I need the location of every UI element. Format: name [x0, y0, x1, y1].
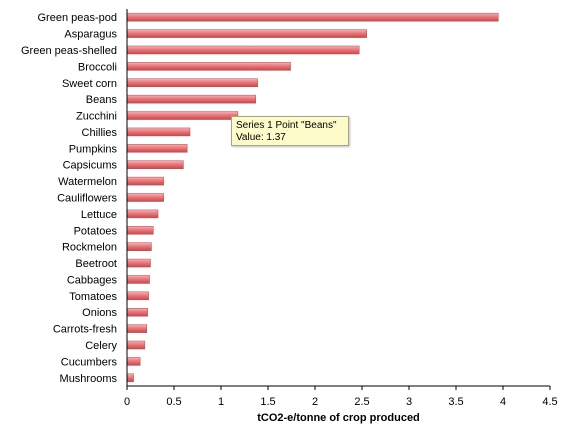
tooltip-value: Value: 1.37 — [236, 132, 286, 143]
bar-green-peas-pod — [126, 12, 499, 22]
x-tick-label: 3 — [406, 396, 412, 408]
category-label: Pumpkins — [69, 143, 118, 155]
bar-sweet-corn — [126, 78, 258, 88]
x-tick-label: 0.5 — [166, 396, 181, 408]
category-label: Sweet corn — [62, 78, 117, 90]
bar-beetroot — [126, 258, 151, 268]
bar-celery — [126, 340, 146, 350]
x-tick-labels: 0 0.5 1 1.5 2 2.5 3 3.5 4 4.5 — [124, 386, 558, 408]
bar-green-peas-shelled — [126, 45, 360, 55]
tooltip-series-point: Series 1 Point "Beans" — [236, 120, 337, 131]
category-label: Rockmelon — [62, 242, 117, 254]
bar-carrots-fresh — [126, 324, 147, 333]
category-label: Beetroot — [75, 258, 117, 270]
category-label: Asparagus — [64, 29, 117, 41]
category-label: Carrots-fresh — [53, 324, 117, 336]
bar-onions — [126, 307, 148, 317]
category-label: Cucumbers — [61, 356, 118, 368]
category-label: Beans — [86, 94, 118, 106]
bar-zucchini — [126, 111, 239, 120]
category-label: Mushrooms — [60, 373, 118, 385]
bar-cabbages — [126, 275, 150, 284]
x-tick-label: 4 — [500, 396, 506, 408]
category-label: Zucchini — [76, 111, 117, 123]
category-label: Celery — [85, 340, 117, 352]
category-label: Broccoli — [78, 61, 117, 73]
bar-potatoes — [126, 226, 154, 235]
bar-capsicums — [126, 160, 184, 169]
bar-pumpkins — [126, 144, 188, 153]
x-tick-label: 3.5 — [448, 396, 463, 408]
x-axis-title: tCO2-e/tonne of crop produced — [257, 412, 420, 424]
data-tooltip: Series 1 Point "Beans" Value: 1.37 — [231, 116, 349, 146]
category-label: Green peas-shelled — [21, 45, 117, 57]
bar-chillies — [126, 127, 191, 137]
x-tick-label: 1.5 — [260, 396, 275, 408]
x-tick-label: 2 — [312, 396, 318, 408]
category-label: Cabbages — [67, 274, 118, 286]
bar-watermelon — [126, 176, 164, 186]
category-label: Lettuce — [81, 209, 117, 221]
x-tick-label: 2.5 — [354, 396, 369, 408]
category-label: Chillies — [82, 127, 118, 139]
category-label: Tomatoes — [69, 291, 117, 303]
category-labels: Green peas-pod Asparagus Green peas-shelle… — [21, 12, 118, 385]
category-label: Watermelon — [58, 176, 117, 188]
category-label: Green peas-pod — [38, 12, 118, 24]
bar-mushrooms — [126, 373, 134, 383]
bar-lettuce — [126, 209, 159, 219]
bar-asparagus — [126, 29, 367, 38]
category-label: Cauliflowers — [57, 193, 117, 205]
bars-group — [126, 12, 499, 383]
bar-beans — [126, 94, 257, 104]
bar-cauliflowers — [126, 193, 164, 202]
x-tick-label: 4.5 — [542, 396, 557, 408]
x-tick-label: 0 — [124, 396, 130, 408]
bar-broccoli — [126, 62, 291, 71]
x-tick-label: 1 — [218, 396, 224, 408]
bar-tomatoes — [126, 291, 149, 301]
category-label: Onions — [82, 307, 117, 319]
category-label: Capsicums — [63, 160, 118, 172]
bar-cucumbers — [126, 357, 141, 366]
bar-rockmelon — [126, 242, 152, 251]
category-label: Potatoes — [74, 225, 118, 237]
